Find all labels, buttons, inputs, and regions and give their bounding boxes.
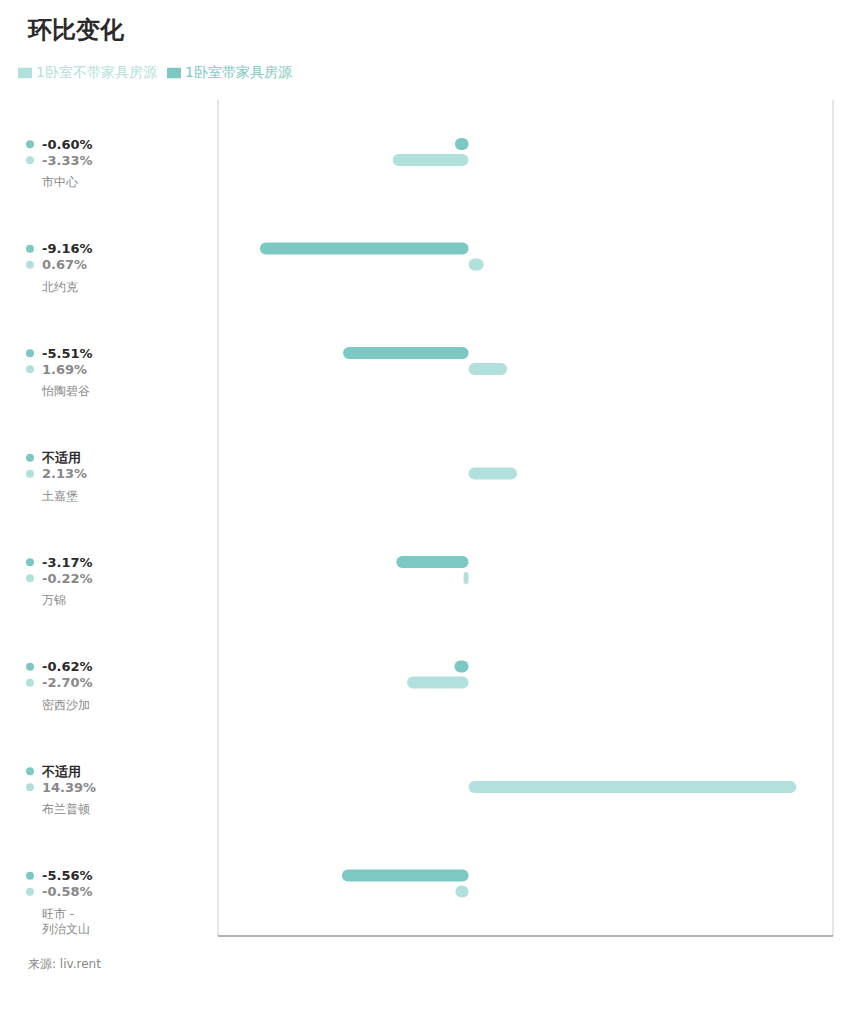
svg-text:-2.70%: -2.70% — [42, 675, 93, 690]
svg-text:-5.56%: -5.56% — [42, 868, 93, 883]
html-text:1卧室带家具房源: 1卧室带家具房源 — [184, 64, 292, 80]
svg-text:布兰普顿: 布兰普顿 — [42, 802, 90, 816]
svg-text:2.13%: 2.13% — [42, 466, 87, 481]
svg-text:-0.22%: -0.22% — [42, 571, 93, 586]
svg-text:-3.17%: -3.17% — [42, 555, 93, 570]
svg-text:-9.16%: -9.16% — [42, 241, 93, 256]
svg-text:14.39%: 14.39% — [42, 780, 96, 795]
svg-text:怡陶碧谷: 怡陶碧谷 — [41, 384, 90, 398]
html-text:环比变化: 环比变化 — [28, 16, 124, 44]
svg-text:-5.51%: -5.51% — [42, 346, 93, 361]
svg-text:市中心: 市中心 — [42, 175, 78, 189]
svg-text:1.69%: 1.69% — [42, 362, 87, 377]
svg-text:旺市 -: 旺市 - — [42, 907, 74, 921]
svg-text:万锦: 万锦 — [42, 593, 66, 607]
svg-text:-3.33%: -3.33% — [42, 153, 93, 168]
svg-text:不适用: 不适用 — [41, 450, 81, 465]
svg-text:不适用: 不适用 — [41, 764, 81, 779]
svg-text:-0.60%: -0.60% — [42, 137, 93, 152]
svg-text:密西沙加: 密西沙加 — [42, 698, 90, 712]
html-text:来源: liv.rent: 来源: liv.rent — [28, 957, 101, 971]
svg-text:-0.62%: -0.62% — [42, 659, 93, 674]
svg-text:0.67%: 0.67% — [42, 257, 87, 272]
svg-text:-0.58%: -0.58% — [42, 884, 93, 899]
html-text:1卧室不带家具房源: 1卧室不带家具房源 — [36, 64, 157, 80]
svg-text:列治文山: 列治文山 — [42, 922, 90, 936]
svg-text:北约克: 北约克 — [42, 280, 78, 294]
svg-text:土嘉堡: 土嘉堡 — [42, 489, 78, 503]
